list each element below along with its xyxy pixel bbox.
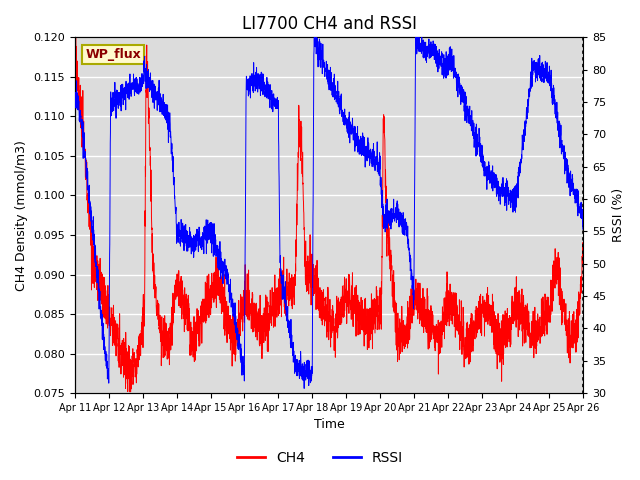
Title: LI7700 CH4 and RSSI: LI7700 CH4 and RSSI: [242, 15, 417, 33]
Text: WP_flux: WP_flux: [85, 48, 141, 61]
Y-axis label: RSSI (%): RSSI (%): [612, 188, 625, 242]
X-axis label: Time: Time: [314, 419, 344, 432]
Y-axis label: CH4 Density (mmol/m3): CH4 Density (mmol/m3): [15, 140, 28, 291]
Legend: CH4, RSSI: CH4, RSSI: [232, 445, 408, 471]
